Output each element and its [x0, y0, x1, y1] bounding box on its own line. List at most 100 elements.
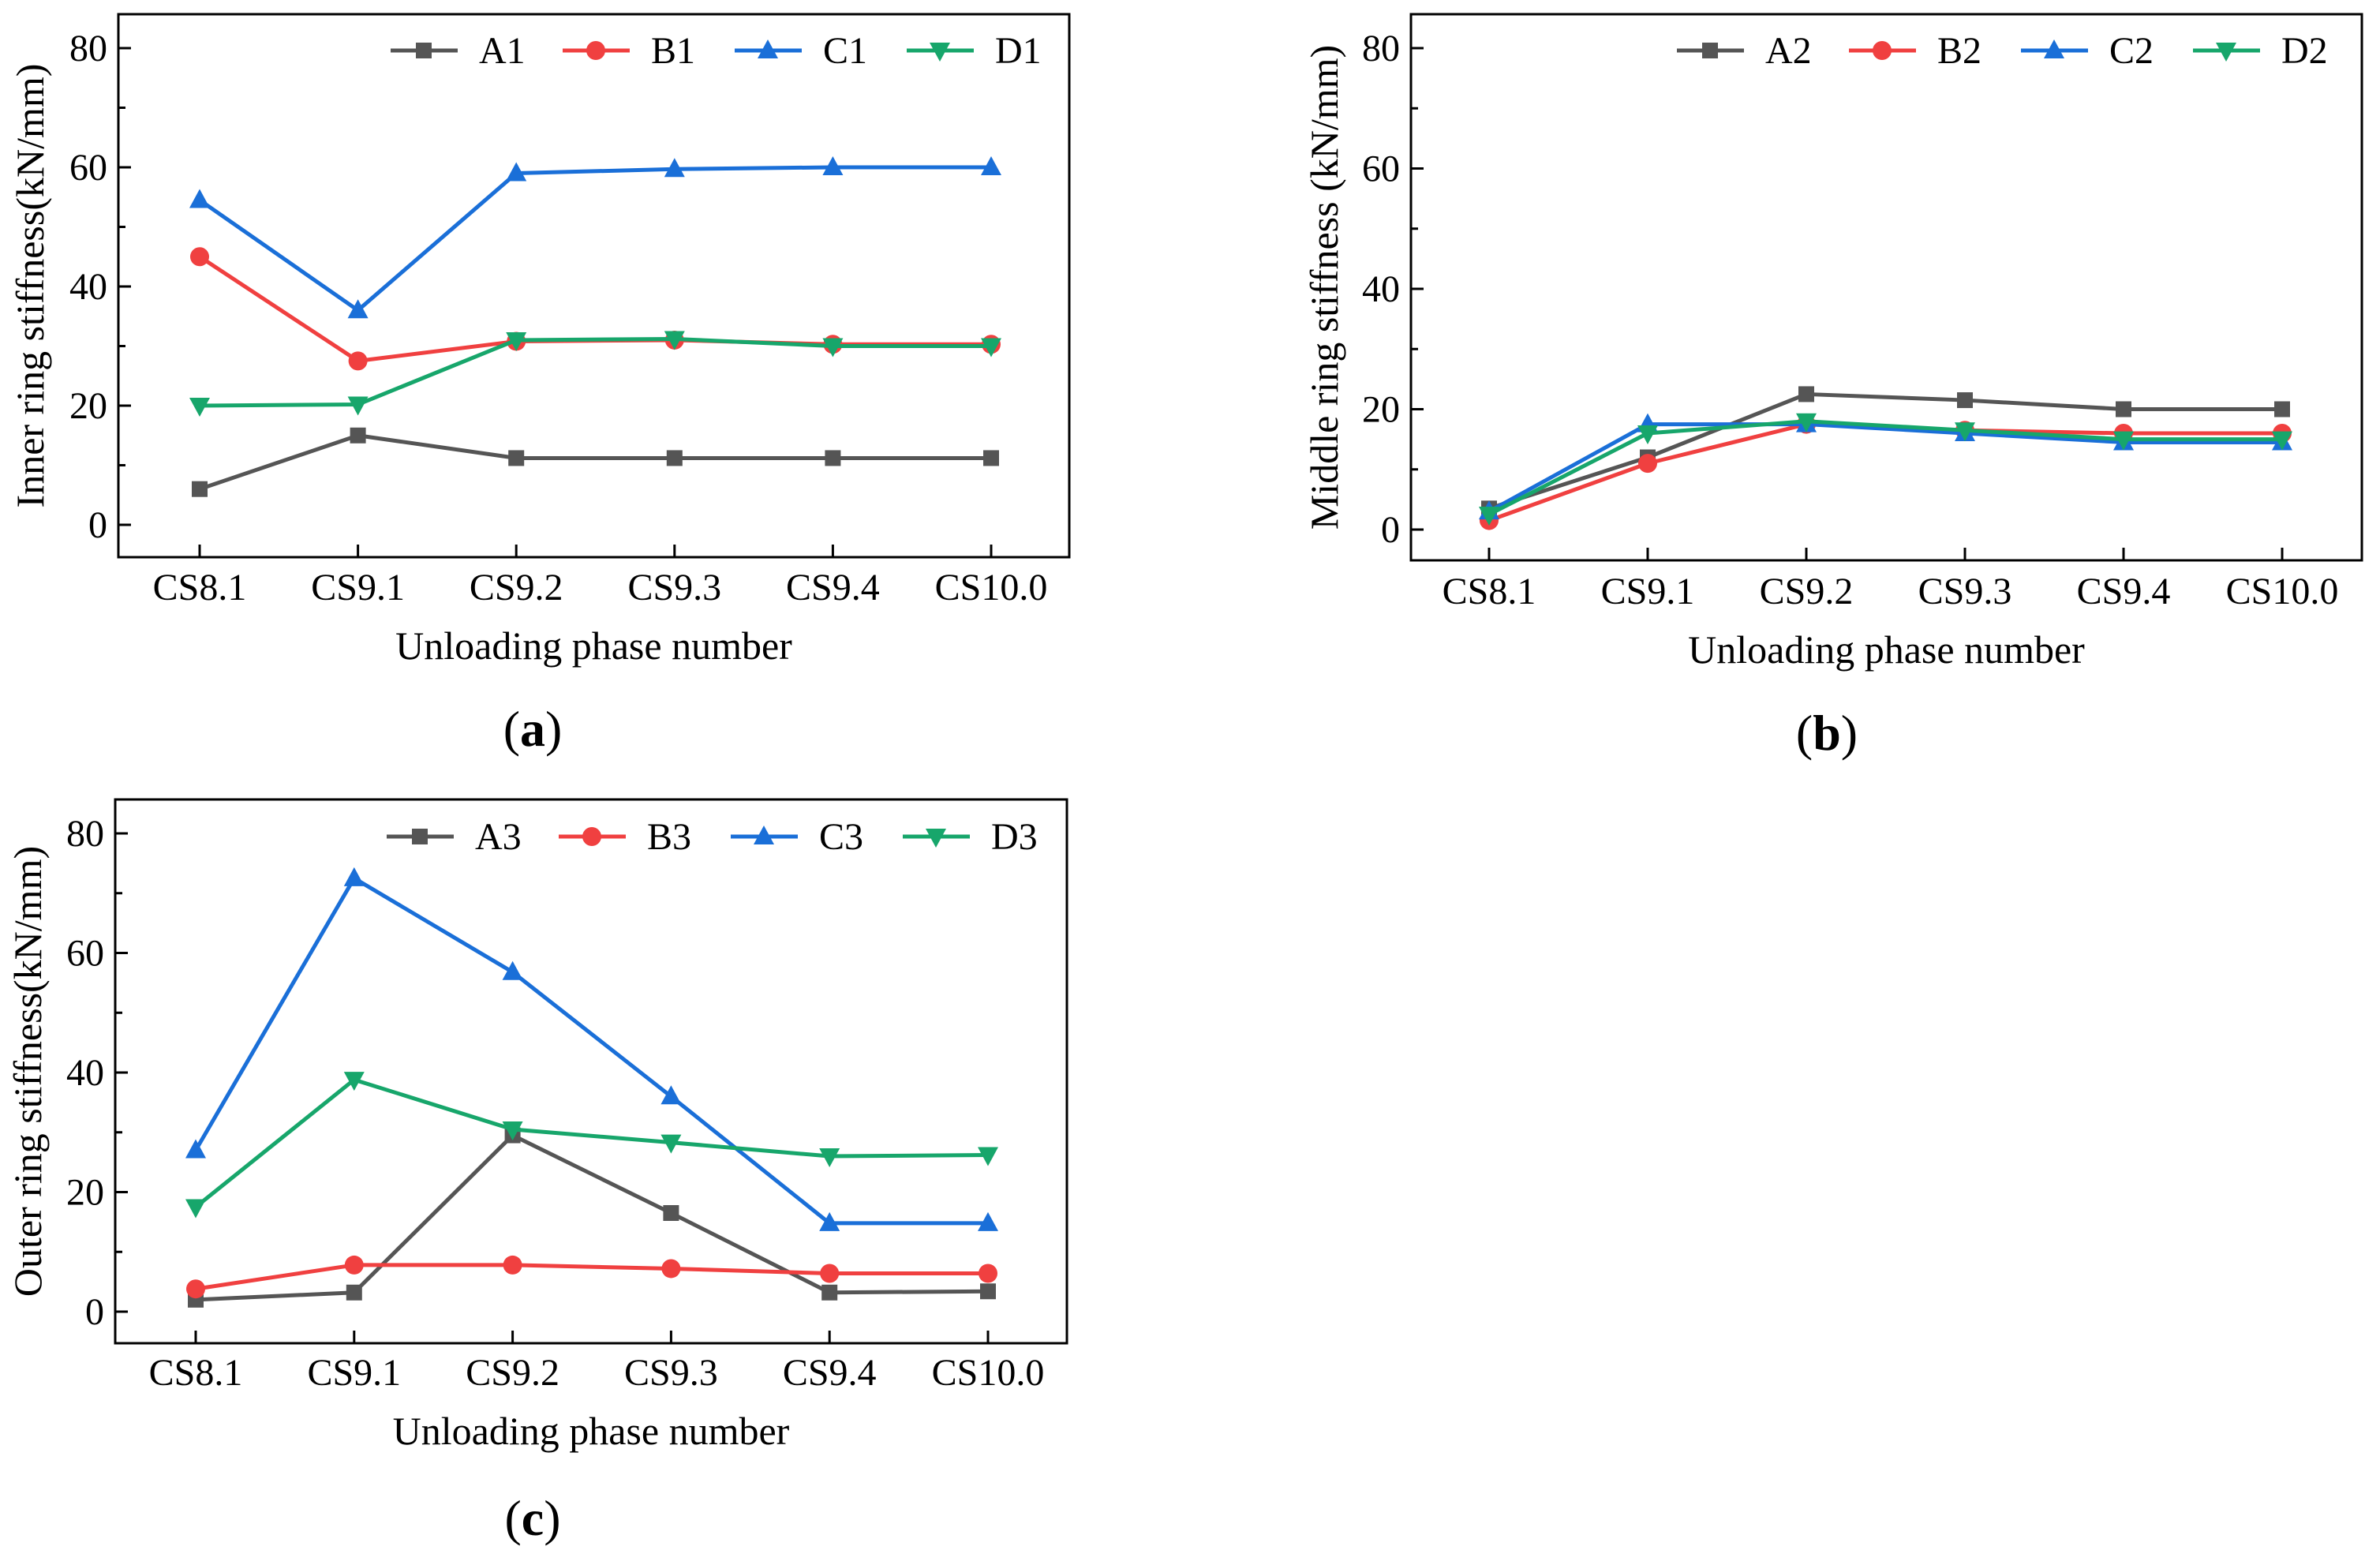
data-point-D2	[2113, 431, 2134, 451]
series-line-A3	[195, 1133, 989, 1302]
data-point-D3	[185, 1199, 206, 1219]
series-line-D1	[199, 336, 991, 408]
legend-label-B1: B1	[651, 30, 695, 72]
data-point-C1	[347, 299, 369, 319]
chart-panel-1: 0 20 40 60 80 CS8.1 CS9.1 CS9.2 CS9.3 CS9.4 CS10.0…	[8, 13, 1071, 757]
series-line-C1	[198, 165, 991, 313]
legend-label-D3: D3	[991, 816, 1038, 858]
y-tick-label: 40	[69, 266, 107, 308]
data-point-A3	[821, 1284, 838, 1301]
data-point-A3	[663, 1205, 679, 1222]
data-point-A1	[825, 450, 841, 466]
legend-label-A2: A2	[1765, 30, 1812, 72]
chart-panel-2: 0 20 40 60 80 CS8.1 CS9.1 CS9.2 CS9.3 CS9.4 CS10.0…	[1302, 13, 2363, 761]
plot-frame	[117, 13, 1071, 559]
y-tick-label: 0	[88, 504, 107, 546]
legend-marker-A1	[416, 43, 432, 58]
panel-label: (c)	[504, 1490, 560, 1546]
y-axis-title: Inner ring stiffness(kN/mm)	[8, 64, 52, 508]
chart-panel-3: 0 20 40 60 80 CS8.1 CS9.1 CS9.2 CS9.3 CS9.4 CS10.0…	[6, 798, 1068, 1546]
series-line-A1	[199, 433, 991, 492]
data-point-A2	[2274, 401, 2290, 417]
y-axis-title: Outer ring stiffness(kN/mm)	[6, 846, 50, 1297]
data-point-C3	[185, 1139, 206, 1159]
legend-label-D1: D1	[995, 30, 1042, 72]
y-tick-label: 0	[1381, 509, 1400, 551]
data-point-A2	[1798, 386, 1814, 402]
data-point-C3	[343, 867, 365, 886]
data-point-B3	[979, 1264, 997, 1283]
data-point-D1	[664, 331, 685, 350]
legend-label-A3: A3	[475, 816, 522, 858]
series-line-C2	[1488, 422, 2282, 514]
y-tick-label: 40	[1362, 268, 1400, 310]
legend-label-C3: C3	[819, 816, 863, 858]
data-point-C1	[981, 156, 1001, 175]
series-line-D3	[194, 1077, 989, 1209]
y-tick-label: 20	[1362, 389, 1400, 431]
data-point-A1	[666, 450, 683, 466]
series-line-A2	[1488, 391, 2282, 511]
data-point-D3	[343, 1072, 365, 1091]
x-tick-label: CS8.1	[1443, 571, 1536, 612]
y-tick-label: 60	[66, 933, 104, 975]
data-point-A2	[2116, 401, 2131, 417]
data-point-D3	[502, 1121, 523, 1140]
x-tick-label: CS9.4	[783, 1352, 877, 1394]
x-tick-label: CS9.2	[1760, 571, 1854, 612]
data-point-D1	[822, 338, 844, 358]
data-point-B1	[348, 351, 368, 371]
y-tick-label: 0	[85, 1291, 104, 1333]
data-point-C3	[660, 1085, 682, 1105]
data-point-D2	[1479, 506, 1499, 526]
data-point-C3	[502, 960, 523, 980]
x-tick-label: CS10.0	[935, 567, 1048, 608]
y-tick-label: 80	[66, 813, 104, 855]
data-point-C1	[506, 162, 527, 182]
x-tick-label: CS8.1	[153, 567, 247, 608]
data-point-D2	[1637, 425, 1658, 444]
x-tick-label: CS9.3	[624, 1352, 718, 1394]
data-point-A3	[980, 1283, 996, 1300]
data-point-D2	[1955, 422, 1975, 442]
data-point-B3	[186, 1279, 205, 1299]
y-tick-label: 40	[66, 1052, 104, 1094]
data-point-B3	[661, 1259, 681, 1279]
legend-marker-B3	[582, 827, 601, 846]
y-tick-label: 80	[1362, 28, 1400, 69]
legend-marker-B1	[586, 41, 605, 60]
data-point-A1	[350, 427, 366, 444]
x-tick-label: CS9.1	[1601, 571, 1695, 612]
panel-label: (a)	[503, 701, 563, 757]
series-line-D2	[1488, 419, 2282, 517]
legend-marker-C1	[758, 39, 778, 58]
x-tick-label: CS9.2	[470, 567, 563, 608]
data-point-B3	[503, 1255, 522, 1275]
data-point-D2	[1796, 413, 1817, 432]
data-point-D3	[660, 1134, 682, 1154]
data-point-B3	[820, 1264, 840, 1283]
legend-label-C2: C2	[2109, 30, 2154, 72]
data-point-D1	[981, 338, 1001, 358]
y-tick-label: 60	[69, 147, 107, 189]
x-tick-label: CS10.0	[932, 1352, 1045, 1394]
x-axis-title: Unloading phase number	[395, 623, 792, 668]
data-point-D2	[2272, 431, 2292, 451]
x-tick-label: CS9.4	[2077, 571, 2171, 612]
data-point-D1	[347, 396, 369, 416]
legend-label-B3: B3	[647, 816, 691, 858]
x-tick-label: CS9.1	[311, 567, 405, 608]
data-point-C1	[822, 156, 844, 175]
data-point-C3	[978, 1211, 998, 1231]
x-tick-label: CS9.4	[786, 567, 880, 608]
x-axis-title: Unloading phase number	[1688, 627, 2085, 672]
x-tick-label: CS9.2	[466, 1352, 559, 1394]
data-point-B2	[1638, 454, 1657, 474]
legend-marker-D1	[930, 43, 950, 62]
data-point-A3	[346, 1284, 362, 1301]
legend-marker-A2	[1702, 43, 1718, 58]
data-point-A1	[983, 450, 999, 466]
data-point-A1	[508, 450, 525, 466]
y-tick-label: 20	[69, 385, 107, 427]
